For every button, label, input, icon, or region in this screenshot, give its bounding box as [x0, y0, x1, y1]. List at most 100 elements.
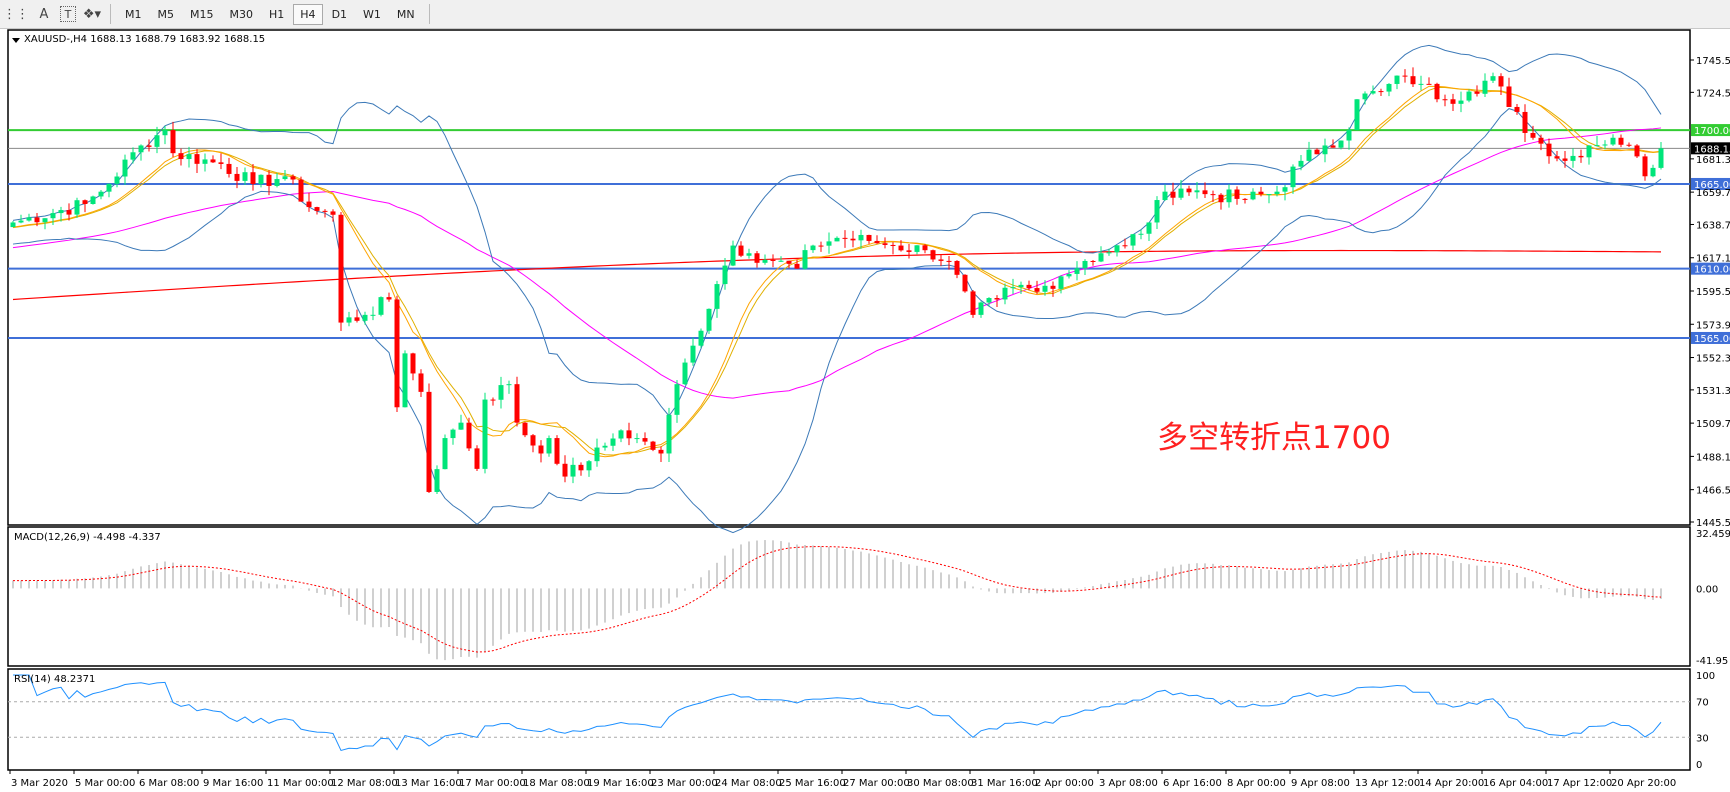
grid-lines-icon[interactable]: ⋮⋮: [3, 6, 29, 22]
candle: [1034, 280, 1040, 295]
candle-body: [1154, 200, 1160, 223]
candle-body: [722, 265, 728, 285]
arrows-dropdown-icon[interactable]: ❖▾: [82, 6, 102, 22]
axes: 1700.00 1665.00 1610.00 1565.00 1745.50 1724.…: [7, 29, 1730, 789]
candle: [450, 428, 456, 445]
text-a-icon[interactable]: A: [39, 6, 49, 22]
level-price-label: 1665.00: [1694, 180, 1730, 191]
candle-body: [1050, 285, 1056, 289]
candle: [882, 237, 888, 249]
time-axis-label: 30 Mar 08:00: [907, 778, 974, 789]
timeframe-w1[interactable]: W1: [363, 7, 381, 21]
candle-body: [658, 449, 664, 454]
candle-body: [594, 447, 600, 462]
candle: [1362, 91, 1368, 105]
candle: [610, 433, 616, 452]
candle: [1490, 72, 1496, 84]
macd-tick-label: 0.00: [1696, 584, 1718, 595]
candle-body: [442, 438, 448, 470]
candle-body: [1658, 148, 1664, 168]
candle: [162, 125, 168, 145]
time-axis-label: 13 Apr 12:00: [1355, 778, 1420, 789]
candle: [586, 459, 592, 477]
candle-body: [98, 191, 104, 197]
candle-body: [986, 298, 992, 303]
timeframe-h1[interactable]: H1: [269, 7, 285, 21]
candle: [1042, 280, 1048, 296]
candle: [1610, 134, 1616, 146]
candle: [946, 256, 952, 270]
candle-body: [194, 154, 200, 164]
candle-body: [562, 463, 568, 477]
candle-body: [90, 196, 96, 204]
candle: [666, 407, 672, 463]
candle-body: [546, 438, 552, 454]
candle: [634, 433, 640, 444]
collapse-triangle-icon[interactable]: [12, 38, 20, 43]
candle-body: [1482, 80, 1488, 94]
candle-body: [602, 445, 608, 448]
candle: [130, 147, 136, 164]
candle-body: [258, 174, 264, 184]
candle: [1098, 246, 1104, 263]
candle: [866, 234, 872, 244]
candle: [1450, 93, 1456, 111]
timeframe-mn[interactable]: MN: [396, 7, 415, 21]
candle-body: [1306, 149, 1312, 161]
candle-body: [1170, 191, 1176, 198]
candle-body: [874, 240, 880, 244]
level-price-label: 1565.00: [1694, 334, 1730, 345]
candle-body: [1090, 260, 1096, 262]
time-axis-label: 19 Mar 16:00: [587, 778, 654, 789]
candle-body: [1506, 86, 1512, 107]
candle-body: [298, 179, 304, 202]
candle: [210, 155, 216, 164]
candle-body: [106, 183, 112, 192]
candle: [786, 260, 792, 269]
timeframe-h4[interactable]: H4: [293, 3, 323, 25]
rsi-panel[interactable]: [8, 674, 1690, 752]
candle: [1290, 164, 1296, 194]
candle: [546, 435, 552, 457]
timeframe-m1[interactable]: M1: [125, 7, 142, 21]
candle: [778, 256, 784, 262]
candle: [1386, 83, 1392, 97]
candle: [506, 380, 512, 394]
candle: [138, 144, 144, 161]
candle-body: [1418, 83, 1424, 85]
price-panel[interactable]: [8, 44, 1690, 534]
timeframe-d1[interactable]: D1: [331, 7, 348, 21]
macd-panel[interactable]: [12, 540, 1662, 661]
timeframe-m30[interactable]: M30: [229, 7, 254, 21]
candle-body: [1434, 83, 1440, 100]
timeframe-m5[interactable]: M5: [157, 7, 175, 21]
candle: [338, 211, 344, 331]
time-axis-label: 2 Apr 00:00: [1035, 778, 1094, 789]
chart-annotation[interactable]: 多空转折点1700: [1157, 420, 1391, 456]
candle: [1426, 77, 1432, 85]
candle: [1370, 85, 1376, 95]
candle: [1402, 69, 1408, 83]
timeframe-m15[interactable]: M15: [190, 7, 214, 21]
candle: [642, 432, 648, 446]
candle: [282, 170, 288, 181]
candle-body: [82, 200, 88, 204]
candle-body: [1410, 76, 1416, 85]
candle-body: [290, 176, 296, 180]
candle-body: [482, 399, 488, 469]
candle: [594, 438, 600, 467]
candle-body: [354, 317, 360, 321]
text-label-icon[interactable]: T: [60, 6, 76, 22]
candle: [970, 290, 976, 318]
candle: [578, 462, 584, 476]
candle-body: [834, 237, 840, 242]
macd-header: MACD(12,26,9) -4.498 -4.337: [14, 532, 161, 543]
candle-body: [706, 308, 712, 331]
candle: [1282, 184, 1288, 201]
candle: [50, 208, 56, 226]
candle-body: [418, 373, 424, 392]
price-tick-label: 1552.30: [1696, 354, 1730, 365]
candle: [1250, 188, 1256, 201]
candle: [1354, 99, 1360, 131]
